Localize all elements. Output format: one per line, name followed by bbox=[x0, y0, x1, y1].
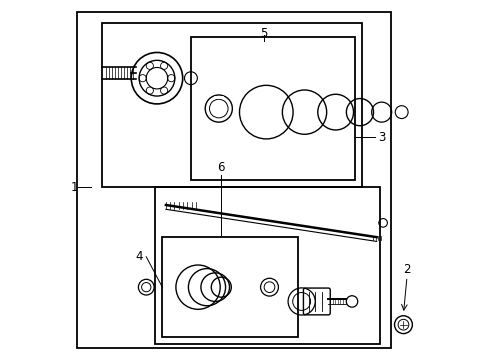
Text: 5: 5 bbox=[260, 27, 267, 40]
Bar bbox=[155, 187, 380, 344]
Bar bbox=[190, 37, 354, 180]
Text: 3: 3 bbox=[378, 131, 385, 144]
Text: 1: 1 bbox=[71, 181, 79, 194]
Bar bbox=[77, 12, 390, 348]
Text: 6: 6 bbox=[217, 161, 224, 174]
Text: 2: 2 bbox=[403, 263, 410, 276]
Text: 4: 4 bbox=[135, 250, 142, 263]
Bar bbox=[162, 237, 298, 337]
Bar bbox=[102, 23, 362, 187]
